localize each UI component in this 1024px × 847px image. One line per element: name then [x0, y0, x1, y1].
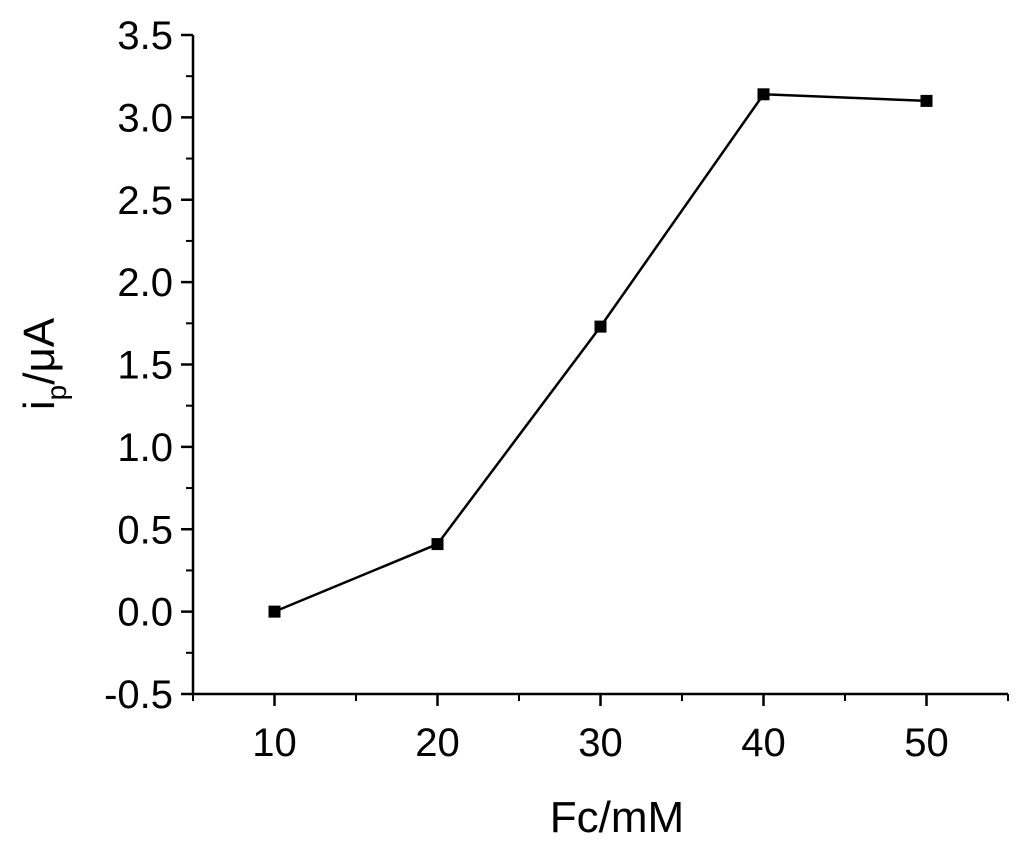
x-tick-label: 40: [741, 721, 786, 765]
y-tick-label: 2.5: [117, 179, 173, 223]
y-ticks: -0.5 0.0 0.5 1.0 1.5 2.0 2.5 3.0 3.5: [104, 14, 193, 717]
y-axis-title: ip/μA: [15, 317, 72, 410]
x-tick-label: 10: [252, 721, 297, 765]
y-tick-label: 2.0: [117, 261, 173, 305]
y-tick-label: 0.0: [117, 591, 173, 635]
x-tick-label: 20: [415, 721, 460, 765]
series-layer: [268, 88, 933, 618]
y-axis-title-main: i: [15, 400, 64, 410]
x-tick-label: 50: [904, 721, 949, 765]
data-point-marker: [431, 538, 444, 551]
y-tick-label: 0.5: [117, 508, 173, 552]
data-point-marker: [594, 320, 607, 333]
y-tick-label: 1.0: [117, 426, 173, 470]
y-axis-title-suffix: /μA: [15, 317, 64, 385]
data-point-marker: [757, 88, 770, 101]
data-point-marker: [268, 605, 281, 618]
series-line: [274, 93, 927, 613]
x-ticks: 10 20 30 40 50: [192, 694, 1009, 765]
y-tick-label: 3.5: [117, 14, 173, 58]
x-axis-title: Fc/mM: [550, 793, 684, 842]
data-point-marker: [920, 94, 933, 107]
y-tick-label: -0.5: [104, 673, 173, 717]
y-tick-label: 3.0: [117, 96, 173, 140]
y-axis-title-subscript: p: [41, 385, 72, 401]
x-tick-label: 30: [578, 721, 623, 765]
y-tick-label: 1.5: [117, 344, 173, 388]
